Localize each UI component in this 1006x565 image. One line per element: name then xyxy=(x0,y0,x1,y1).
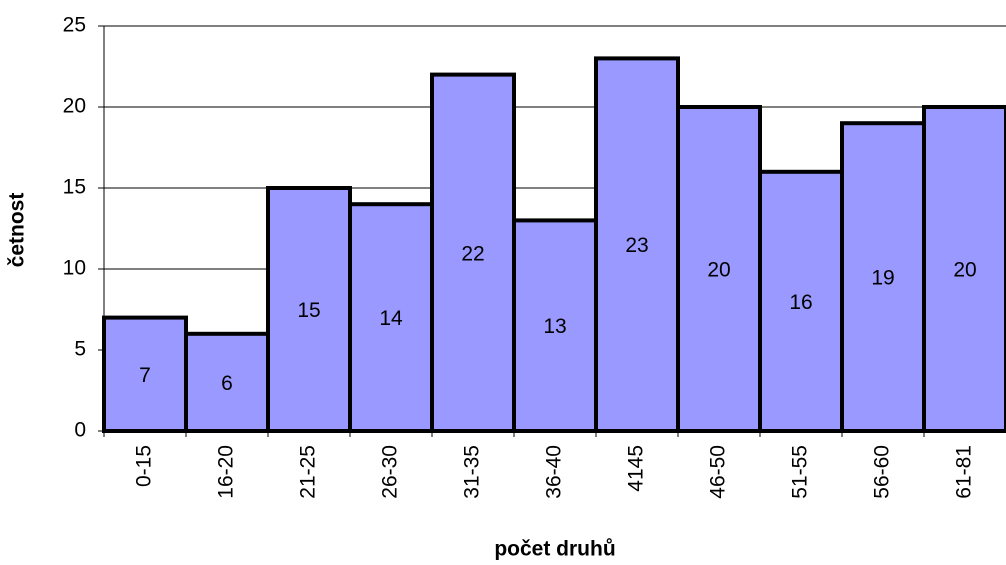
y-tick-label: 0 xyxy=(74,419,86,442)
x-tick-label: 16-20 xyxy=(215,445,238,499)
value-label: 20 xyxy=(707,259,730,282)
value-label: 23 xyxy=(625,234,648,257)
bar xyxy=(840,121,926,433)
x-tick-label: 21-25 xyxy=(297,445,320,499)
x-tick-label: 4145 xyxy=(625,445,648,492)
y-axis-title: četnost xyxy=(6,193,29,268)
y-tick-label: 20 xyxy=(63,95,86,118)
bar xyxy=(348,202,434,433)
bar xyxy=(922,105,1006,433)
value-label: 7 xyxy=(139,364,151,387)
x-tick-label: 36-40 xyxy=(543,445,566,499)
x-tick-label: 51-55 xyxy=(789,445,812,499)
value-label: 20 xyxy=(953,259,976,282)
x-tick-label: 56-60 xyxy=(871,445,894,499)
bar xyxy=(266,186,352,433)
value-label: 22 xyxy=(461,242,484,265)
bar xyxy=(184,331,270,433)
value-label: 14 xyxy=(379,307,403,330)
bar xyxy=(512,218,598,433)
x-tick-label: 26-30 xyxy=(379,445,402,499)
value-label: 15 xyxy=(297,299,320,322)
x-tick-label: 0-15 xyxy=(133,445,156,487)
y-tick-label: 5 xyxy=(74,338,86,361)
x-tick-label: 46-50 xyxy=(707,445,730,499)
bar xyxy=(102,315,188,434)
bar xyxy=(430,72,516,433)
value-label: 16 xyxy=(789,291,812,314)
value-label: 19 xyxy=(871,267,894,290)
x-axis-title: počet druhů xyxy=(494,538,615,561)
y-tick-label: 15 xyxy=(63,176,86,199)
value-label: 13 xyxy=(543,315,566,338)
x-tick-label: 61-81 xyxy=(953,445,976,499)
x-tick-label: 31-35 xyxy=(461,445,484,499)
y-tick-label: 25 xyxy=(63,14,86,37)
bar xyxy=(676,105,762,433)
y-tick-label: 10 xyxy=(63,257,86,280)
value-label: 6 xyxy=(221,372,233,395)
